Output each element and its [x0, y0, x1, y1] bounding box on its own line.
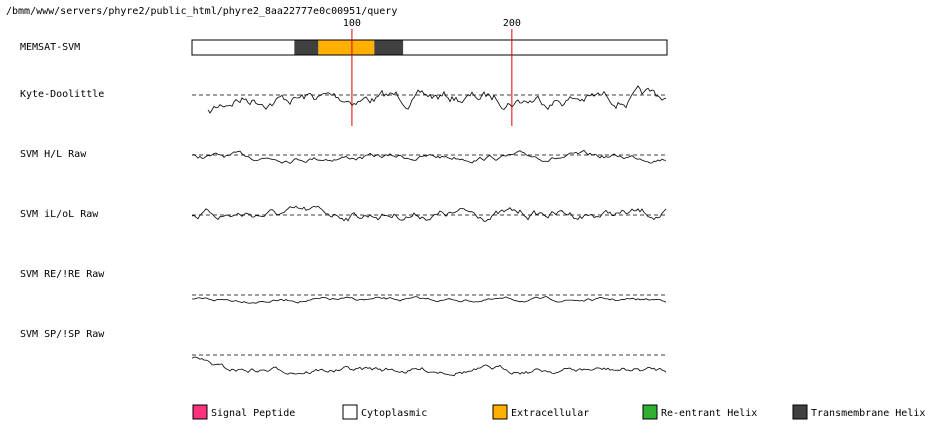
- memsat-bar: [191, 39, 668, 56]
- trace: [191, 205, 667, 222]
- file-path: /bmm/www/servers/phyre2/public_html/phyr…: [6, 6, 397, 17]
- legend-swatch: [342, 404, 358, 420]
- legend-label: Extracellular: [511, 408, 589, 419]
- track-label: SVM H/L Raw: [20, 149, 87, 160]
- legend-swatch: [792, 404, 808, 420]
- legend-label: Cytoplasmic: [361, 408, 427, 419]
- legend-label: Signal Peptide: [211, 408, 295, 419]
- track-label: SVM SP/!SP Raw: [20, 329, 105, 340]
- ruler-label: 200: [503, 18, 521, 29]
- legend-swatch: [492, 404, 508, 420]
- track-label: MEMSAT-SVM: [20, 42, 80, 53]
- trace: [191, 149, 667, 164]
- memsat-segment: [318, 40, 375, 55]
- ruler-label: 100: [343, 18, 361, 29]
- track-label: SVM iL/oL Raw: [20, 209, 99, 220]
- legend-label: Transmembrane Helix: [811, 408, 925, 419]
- legend-swatch: [642, 404, 658, 420]
- memsat-segment: [374, 40, 404, 55]
- trace: [191, 356, 667, 377]
- legend-swatch: [192, 404, 208, 420]
- legend-label: Re-entrant Helix: [661, 408, 757, 419]
- trace: [207, 85, 667, 114]
- track-label: SVM RE/!RE Raw: [20, 269, 105, 280]
- memsat-segment: [294, 40, 319, 55]
- track-label: Kyte-Doolittle: [20, 89, 104, 100]
- trace: [191, 296, 667, 304]
